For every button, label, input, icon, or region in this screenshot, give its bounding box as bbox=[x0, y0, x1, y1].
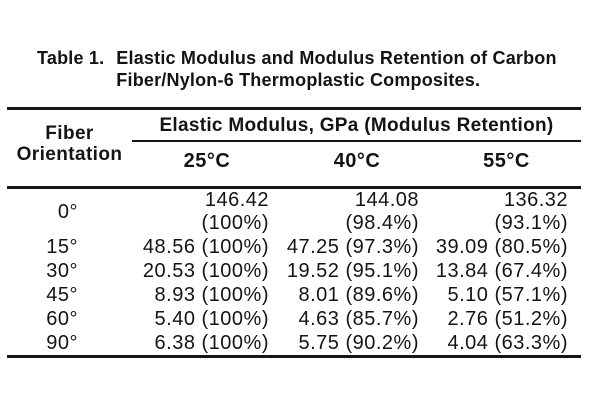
modulus-cell-25c: 8.93 (100%) bbox=[154, 283, 269, 306]
table-caption: Table 1. Elastic Modulus and Modulus Ret… bbox=[37, 47, 582, 91]
modulus-data-table: Fiber Orientation Elastic Modulus, GPa (… bbox=[7, 107, 581, 358]
col-header-40c: 40°C bbox=[282, 141, 432, 189]
orientation-cell: 45° bbox=[46, 283, 78, 306]
title-line-1: Elastic Modulus and Modulus Retention of… bbox=[116, 48, 557, 68]
table-row-30deg: 30° 20.53 (100%) 19.52 (95.1%) 13.84 (67… bbox=[7, 259, 581, 283]
orientation-cell: 60° bbox=[46, 307, 78, 330]
col-header-55c: 55°C bbox=[432, 141, 581, 189]
modulus-cell-40c: 144.08 (98.4%) bbox=[345, 189, 419, 234]
orientation-cell: 30° bbox=[46, 259, 78, 282]
modulus-cell-40c: 8.01 (89.6%) bbox=[298, 283, 419, 306]
table-row-45deg: 45° 8.93 (100%) 8.01 (89.6%) 5.10 (57.1%… bbox=[7, 283, 581, 307]
table-body: 0° 146.42 (100%) 144.08 (98.4%) 136.32 (… bbox=[7, 188, 581, 357]
modulus-cell-40c: 5.75 (90.2%) bbox=[298, 331, 419, 354]
title-line-2: Fiber/Nylon-6 Thermoplastic Composites. bbox=[116, 70, 481, 90]
modulus-cell-55c: 13.84 (67.4%) bbox=[435, 259, 568, 282]
orientation-cell: 90° bbox=[46, 331, 78, 354]
orientation-cell: 0° bbox=[57, 200, 78, 223]
table-header: Fiber Orientation Elastic Modulus, GPa (… bbox=[7, 108, 581, 189]
table-row-90deg: 90° 6.38 (100%) 5.75 (90.2%) 4.04 (63.3%… bbox=[7, 331, 581, 357]
modulus-cell-25c: 146.42 (100%) bbox=[201, 189, 269, 234]
modulus-cell-40c: 4.63 (85.7%) bbox=[298, 307, 419, 330]
modulus-cell-25c: 6.38 (100%) bbox=[154, 331, 269, 354]
fiber-header-line-1: Fiber bbox=[45, 123, 94, 144]
header-row-span: Fiber Orientation Elastic Modulus, GPa (… bbox=[7, 108, 581, 189]
modulus-cell-55c: 39.09 (80.5%) bbox=[435, 235, 568, 258]
modulus-cell-25c: 20.53 (100%) bbox=[142, 259, 269, 282]
modulus-cell-55c: 136.32 (93.1%) bbox=[494, 189, 568, 234]
header-row-temps: 25°C 40°C 55°C bbox=[7, 141, 581, 189]
table-row-15deg: 15° 48.56 (100%) 47.25 (97.3%) 39.09 (80… bbox=[7, 235, 581, 259]
fiber-orientation-header: Fiber Orientation bbox=[7, 108, 132, 189]
table-row-0deg: 0° 146.42 (100%) 144.08 (98.4%) 136.32 (… bbox=[7, 188, 581, 236]
modulus-cell-25c: 5.40 (100%) bbox=[154, 307, 269, 330]
elastic-modulus-span-header: Elastic Modulus, GPa (Modulus Retention) bbox=[132, 108, 581, 142]
modulus-cell-40c: 47.25 (97.3%) bbox=[286, 235, 419, 258]
fiber-header-line-2: Orientation bbox=[16, 144, 123, 165]
table-row-60deg: 60° 5.40 (100%) 4.63 (85.7%) 2.76 (51.2%… bbox=[7, 307, 581, 331]
modulus-cell-55c: 4.04 (63.3%) bbox=[447, 331, 568, 354]
table-title-text: Elastic Modulus and Modulus Retention of… bbox=[116, 47, 556, 91]
modulus-cell-40c: 19.52 (95.1%) bbox=[286, 259, 419, 282]
orientation-cell: 15° bbox=[46, 235, 78, 258]
modulus-cell-25c: 48.56 (100%) bbox=[142, 235, 269, 258]
modulus-cell-55c: 5.10 (57.1%) bbox=[447, 283, 568, 306]
modulus-cell-55c: 2.76 (51.2%) bbox=[447, 307, 568, 330]
col-header-25c: 25°C bbox=[132, 141, 282, 189]
table-number-label: Table 1. bbox=[37, 48, 105, 68]
